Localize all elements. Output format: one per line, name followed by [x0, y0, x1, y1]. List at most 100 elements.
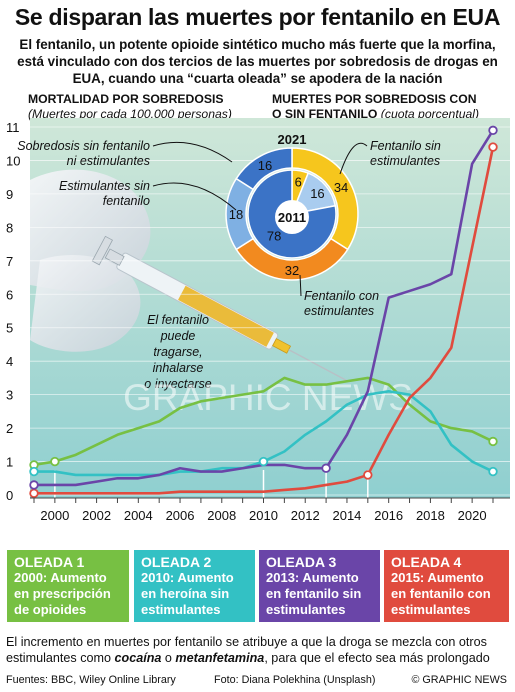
wave-title: OLEADA 1 [14, 554, 85, 570]
y-tick-label: 5 [6, 321, 13, 336]
y-axis: 0 1 2 3 4 5 6 7 8 9 10 11 [6, 120, 20, 503]
share-subtitle: (cuota porcentual) [380, 107, 480, 121]
donut-slice-label: 78 [267, 229, 281, 244]
footnote-meth: metanfetamina [175, 651, 265, 665]
wave-text: estimulantes [391, 602, 471, 617]
overdose-chart: El fentanilo puede tragarse, inhalarse o iny… [6, 118, 510, 523]
photo-caption: El fentanilo puede tragarse, inhalarse o iny… [144, 313, 211, 391]
wave-box-2: OLEADA 2 2010: Aumento en heroína sin estim… [134, 550, 255, 622]
x-tick-label: 2008 [207, 508, 236, 523]
wave-title: OLEADA 4 [391, 554, 462, 570]
series-point-red [488, 142, 498, 152]
wave-title: OLEADA 2 [141, 554, 212, 570]
series-point-cyan [258, 456, 269, 467]
series-line-red [34, 146, 495, 495]
wave-text: en heroína sin [141, 586, 230, 601]
y-tick-label: 7 [6, 254, 13, 269]
sources: Fuentes: BBC, Wiley Online Library [6, 674, 176, 686]
wave-text: en prescripción [14, 586, 111, 601]
y-tick-label: 4 [6, 354, 13, 369]
donut-inner-year: 2011 [278, 210, 306, 225]
footnote-cocaine: cocaína [114, 651, 162, 665]
series-point-green [488, 436, 498, 447]
wave-box-3: OLEADA 3 2013: Aumento en fentanilo sin est… [259, 550, 380, 622]
share-section-heading: MUERTES POR SOBREDOSIS CON O SIN FENTANI… [272, 92, 479, 122]
donut-slice-label: 18 [229, 207, 243, 222]
copyright: © GRAPHIC NEWS [411, 674, 507, 686]
series-point-red [29, 488, 39, 499]
share-title-line1: MUERTES POR SOBREDOSIS CON [272, 92, 477, 106]
wave-text: estimulantes [141, 602, 221, 617]
series-point-green [50, 456, 60, 467]
donut-callout-text: fentanilo [103, 194, 150, 208]
donut-callout-text: estimulantes [370, 154, 440, 168]
wave-title: OLEADA 3 [266, 554, 337, 570]
wave-text: 2013: Aumento [266, 570, 359, 585]
donut-callout-text: Estimulantes sin [59, 179, 150, 193]
footnote: El incremento en muertes por fentanilo s… [6, 634, 509, 666]
wave-box-4: OLEADA 4 2015: Aumento en fentanilo con est… [384, 550, 509, 622]
photo-caption-line: puede [160, 329, 196, 343]
y-tick-label: 11 [6, 120, 20, 135]
donut-slice-label: 16 [310, 186, 324, 201]
x-tick-label: 2012 [291, 508, 320, 523]
mortality-subtitle: (Muertes por cada 100.000 personas) [28, 107, 232, 121]
x-tick-label: 2010 [249, 508, 278, 523]
donut-slice-label: 32 [285, 263, 299, 278]
y-tick-label: 2 [6, 421, 13, 436]
photo-credit: Foto: Diana Polekhina (Unsplash) [214, 674, 376, 686]
y-tick-label: 3 [6, 388, 13, 403]
x-axis: 2000 2002 2004 2006 2008 2010 2012 2014 2016 2018… [30, 497, 510, 523]
footnote-text-3: , para que el efecto sea más prolongado [264, 651, 490, 665]
series-point-purple [488, 125, 498, 136]
donut-callout-text: Fentanilo con [304, 289, 379, 303]
wave-text: 2000: Aumento [14, 570, 107, 585]
x-tick-label: 2018 [416, 508, 445, 523]
series-point-red [363, 470, 373, 480]
donut-callout-text: Sobredosis sin fentanilo [17, 139, 150, 153]
donut-callout-text: Fentanilo sin [370, 139, 441, 153]
y-tick-label: 10 [6, 153, 20, 168]
wave-text: de opioides [14, 602, 87, 617]
photo-caption-line: tragarse, [153, 345, 202, 359]
donut-callout-arrow [152, 182, 237, 211]
y-tick-label: 1 [6, 455, 13, 470]
donut-outer-year: 2021 [278, 132, 307, 147]
series-line-green [33, 376, 494, 467]
series-point-cyan [29, 466, 39, 477]
x-tick-label: 2002 [82, 508, 111, 523]
y-tick-label: 0 [6, 488, 13, 503]
donut-slice-label: 6 [295, 175, 302, 190]
series-point-purple [29, 480, 39, 490]
donut-callout-text: ni estimulantes [67, 154, 150, 168]
series-point-purple [321, 463, 331, 473]
wave-text: en fentanilo con [391, 586, 491, 601]
x-tick-label: 2000 [40, 508, 69, 523]
donut-center [275, 200, 309, 234]
x-tick-label: 2014 [332, 508, 361, 523]
x-tick-label: 2006 [166, 508, 195, 523]
mortality-title: MORTALIDAD POR SOBREDOSIS [28, 92, 224, 106]
photo-caption-line: El fentanilo [147, 313, 209, 327]
x-tick-label: 2020 [458, 508, 487, 523]
photo-caption-line: o inyectarse [144, 377, 211, 391]
y-tick-label: 6 [6, 287, 13, 302]
footnote-text-2: o [161, 651, 176, 665]
share-donut: 34 32 18 16 6 16 78 2011 2021 [225, 132, 359, 281]
donut-callout-arrow [339, 142, 368, 175]
series-point-cyan [488, 466, 498, 477]
donut-callout-text: estimulantes [304, 304, 374, 318]
wave-boxes: OLEADA 1 2000: Aumento en prescripción de o… [0, 550, 515, 628]
wave-box-1: OLEADA 1 2000: Aumento en prescripción de o… [7, 550, 129, 622]
page-subtitle: El fentanilo, un potente opioide sintéti… [17, 37, 498, 86]
donut-slice-label: 34 [334, 180, 348, 195]
wave-text: en fentanilo sin [266, 586, 362, 601]
x-tick-label: 2016 [374, 508, 403, 523]
donut-callout-arrow [299, 274, 302, 297]
x-tick-label: 2004 [124, 508, 153, 523]
page-title: Se disparan las muertes por fentanilo en… [14, 4, 501, 30]
wave-text: 2015: Aumento [391, 570, 484, 585]
y-tick-label: 8 [6, 220, 13, 235]
donut-callout-arrow [152, 141, 233, 163]
